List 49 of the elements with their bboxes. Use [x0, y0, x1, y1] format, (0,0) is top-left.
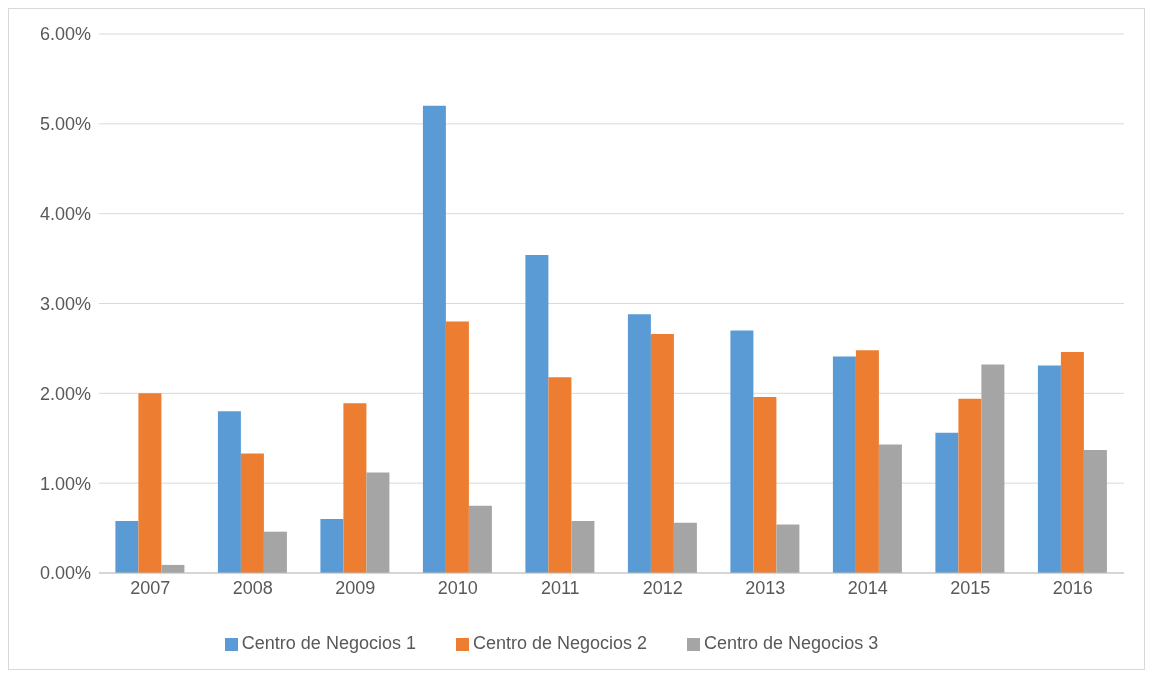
bar — [935, 432, 959, 573]
bar — [422, 105, 446, 573]
x-tick-label: 2015 — [950, 577, 991, 598]
y-tick-label: 5.00% — [39, 114, 91, 135]
bar — [571, 520, 595, 573]
bar — [673, 522, 697, 573]
y-tick-label: 1.00% — [39, 473, 91, 494]
bar — [878, 444, 902, 573]
bar — [525, 254, 549, 573]
bar — [366, 472, 390, 573]
x-tick-label: 2014 — [847, 577, 888, 598]
bar — [263, 531, 287, 573]
x-tick-label: 2010 — [437, 577, 478, 598]
x-tick-label: 2007 — [130, 577, 171, 598]
bar — [1083, 449, 1107, 573]
bar — [627, 314, 651, 573]
bar — [958, 398, 982, 573]
y-tick-label: 6.00% — [39, 24, 91, 45]
bar — [650, 334, 674, 573]
bar — [217, 411, 241, 573]
bar — [776, 524, 800, 573]
bar — [548, 377, 572, 573]
y-tick-label: 4.00% — [39, 204, 91, 225]
bar — [855, 350, 879, 573]
x-tick-label: 2013 — [745, 577, 786, 598]
bar — [343, 403, 367, 573]
bar — [445, 321, 469, 573]
y-tick-label: 0.00% — [39, 563, 91, 584]
bar — [320, 519, 344, 573]
x-tick-label: 2011 — [540, 577, 580, 598]
x-tick-label: 2009 — [335, 577, 376, 598]
bar — [1060, 352, 1084, 573]
y-tick-label: 2.00% — [39, 383, 91, 404]
bar — [468, 505, 492, 573]
legend-label: Centro de Negocios 2 — [472, 633, 648, 653]
bar — [730, 330, 754, 573]
legend-label: Centro de Negocios 1 — [241, 633, 416, 653]
legend-label: Centro de Negocios 3 — [704, 633, 879, 653]
bar — [1037, 365, 1061, 573]
bar — [138, 393, 162, 573]
y-tick-label: 3.00% — [39, 293, 91, 314]
bar — [115, 520, 139, 573]
bar — [240, 453, 264, 573]
x-tick-label: 2008 — [232, 577, 273, 598]
bar — [832, 356, 856, 573]
bar — [753, 396, 777, 573]
bar — [981, 364, 1005, 573]
x-tick-label: 2012 — [642, 577, 683, 598]
x-tick-label: 2016 — [1052, 577, 1093, 598]
